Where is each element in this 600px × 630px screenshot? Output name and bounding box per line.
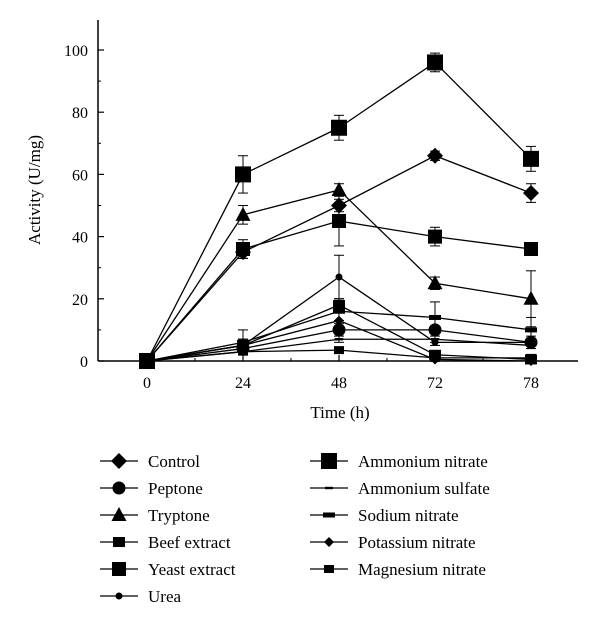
legend-item: Ammonium sulfate	[310, 479, 490, 498]
data-point	[331, 181, 347, 196]
data-point	[238, 347, 248, 356]
legend-marker	[112, 562, 126, 576]
legend-marker	[115, 592, 123, 600]
legend-marker	[321, 453, 337, 469]
legend-label: Control	[148, 452, 200, 471]
data-point	[429, 314, 441, 320]
legend-label: Sodium nitrate	[358, 506, 459, 525]
x-axis-label: Time (h)	[310, 403, 369, 422]
legend-marker	[324, 565, 334, 573]
legend-item: Control	[100, 452, 200, 471]
legend-label: Potassium nitrate	[358, 533, 476, 552]
data-point	[235, 166, 251, 183]
legend-label: Urea	[148, 587, 181, 606]
y-tick-label: 60	[72, 167, 88, 184]
legend-item: Peptone	[100, 479, 203, 498]
data-point	[427, 147, 443, 164]
y-tick-label: 80	[72, 105, 88, 122]
legend: Control Peptone Tryptone Beef extract Yeast …	[100, 452, 490, 606]
legend-marker	[324, 537, 334, 547]
data-point	[430, 353, 440, 362]
data-point	[142, 357, 152, 365]
data-point	[523, 150, 539, 167]
legend-item: Tryptone	[100, 506, 210, 525]
legend-item: Yeast extract	[100, 560, 236, 579]
data-point	[523, 290, 539, 305]
legend-marker	[111, 507, 127, 521]
data-point	[335, 273, 343, 281]
legend-item: Ammonium nitrate	[310, 452, 488, 471]
data-point	[428, 229, 442, 244]
series-potassium-nitrate	[142, 310, 536, 366]
x-tick-label: 24	[235, 375, 251, 392]
data-point	[526, 353, 536, 362]
legend-item: Sodium nitrate	[310, 506, 459, 525]
legend-marker	[323, 512, 335, 518]
data-point	[331, 119, 347, 136]
x-tick-label: 72	[427, 375, 443, 392]
data-point	[523, 185, 539, 202]
data-point	[525, 327, 537, 333]
legend-label: Yeast extract	[148, 560, 236, 579]
y-tick-label: 0	[80, 354, 88, 371]
legend-marker	[112, 481, 126, 495]
data-point	[524, 242, 538, 257]
x-tick-label: 78	[523, 375, 539, 392]
legend-label: Magnesium nitrate	[358, 560, 486, 579]
data-point	[427, 54, 443, 71]
legend-item: Magnesium nitrate	[310, 560, 486, 579]
x-tick-label: 0	[143, 375, 151, 392]
data-point	[332, 214, 346, 229]
y-tick-label: 40	[72, 230, 88, 247]
data-point	[335, 338, 343, 341]
axes: 0 20 40 60 80 100 0 24 48 72 78	[64, 20, 578, 392]
data-point	[334, 346, 344, 355]
y-tick-label: 20	[72, 292, 88, 309]
series-layer	[139, 52, 539, 369]
legend-marker	[111, 453, 127, 469]
data-point	[235, 206, 251, 221]
data-point	[236, 242, 250, 257]
legend-item: Potassium nitrate	[310, 533, 476, 552]
series-magnesium-nitrate	[142, 346, 536, 365]
x-tick-label: 48	[331, 375, 347, 392]
y-axis-label: Activity (U/mg)	[25, 135, 44, 245]
data-point	[427, 275, 443, 290]
data-point	[334, 315, 344, 326]
legend-label: Ammonium nitrate	[358, 452, 488, 471]
legend-label: Tryptone	[148, 506, 210, 525]
y-tick-label: 100	[64, 43, 88, 60]
legend-item: Beef extract	[100, 533, 231, 552]
data-point	[431, 338, 439, 341]
data-point	[527, 344, 535, 347]
legend-item: Urea	[100, 587, 181, 606]
legend-label: Peptone	[148, 479, 203, 498]
legend-marker	[113, 537, 125, 547]
legend-marker	[325, 486, 333, 490]
legend-label: Beef extract	[148, 533, 231, 552]
legend-label: Ammonium sulfate	[358, 479, 490, 498]
